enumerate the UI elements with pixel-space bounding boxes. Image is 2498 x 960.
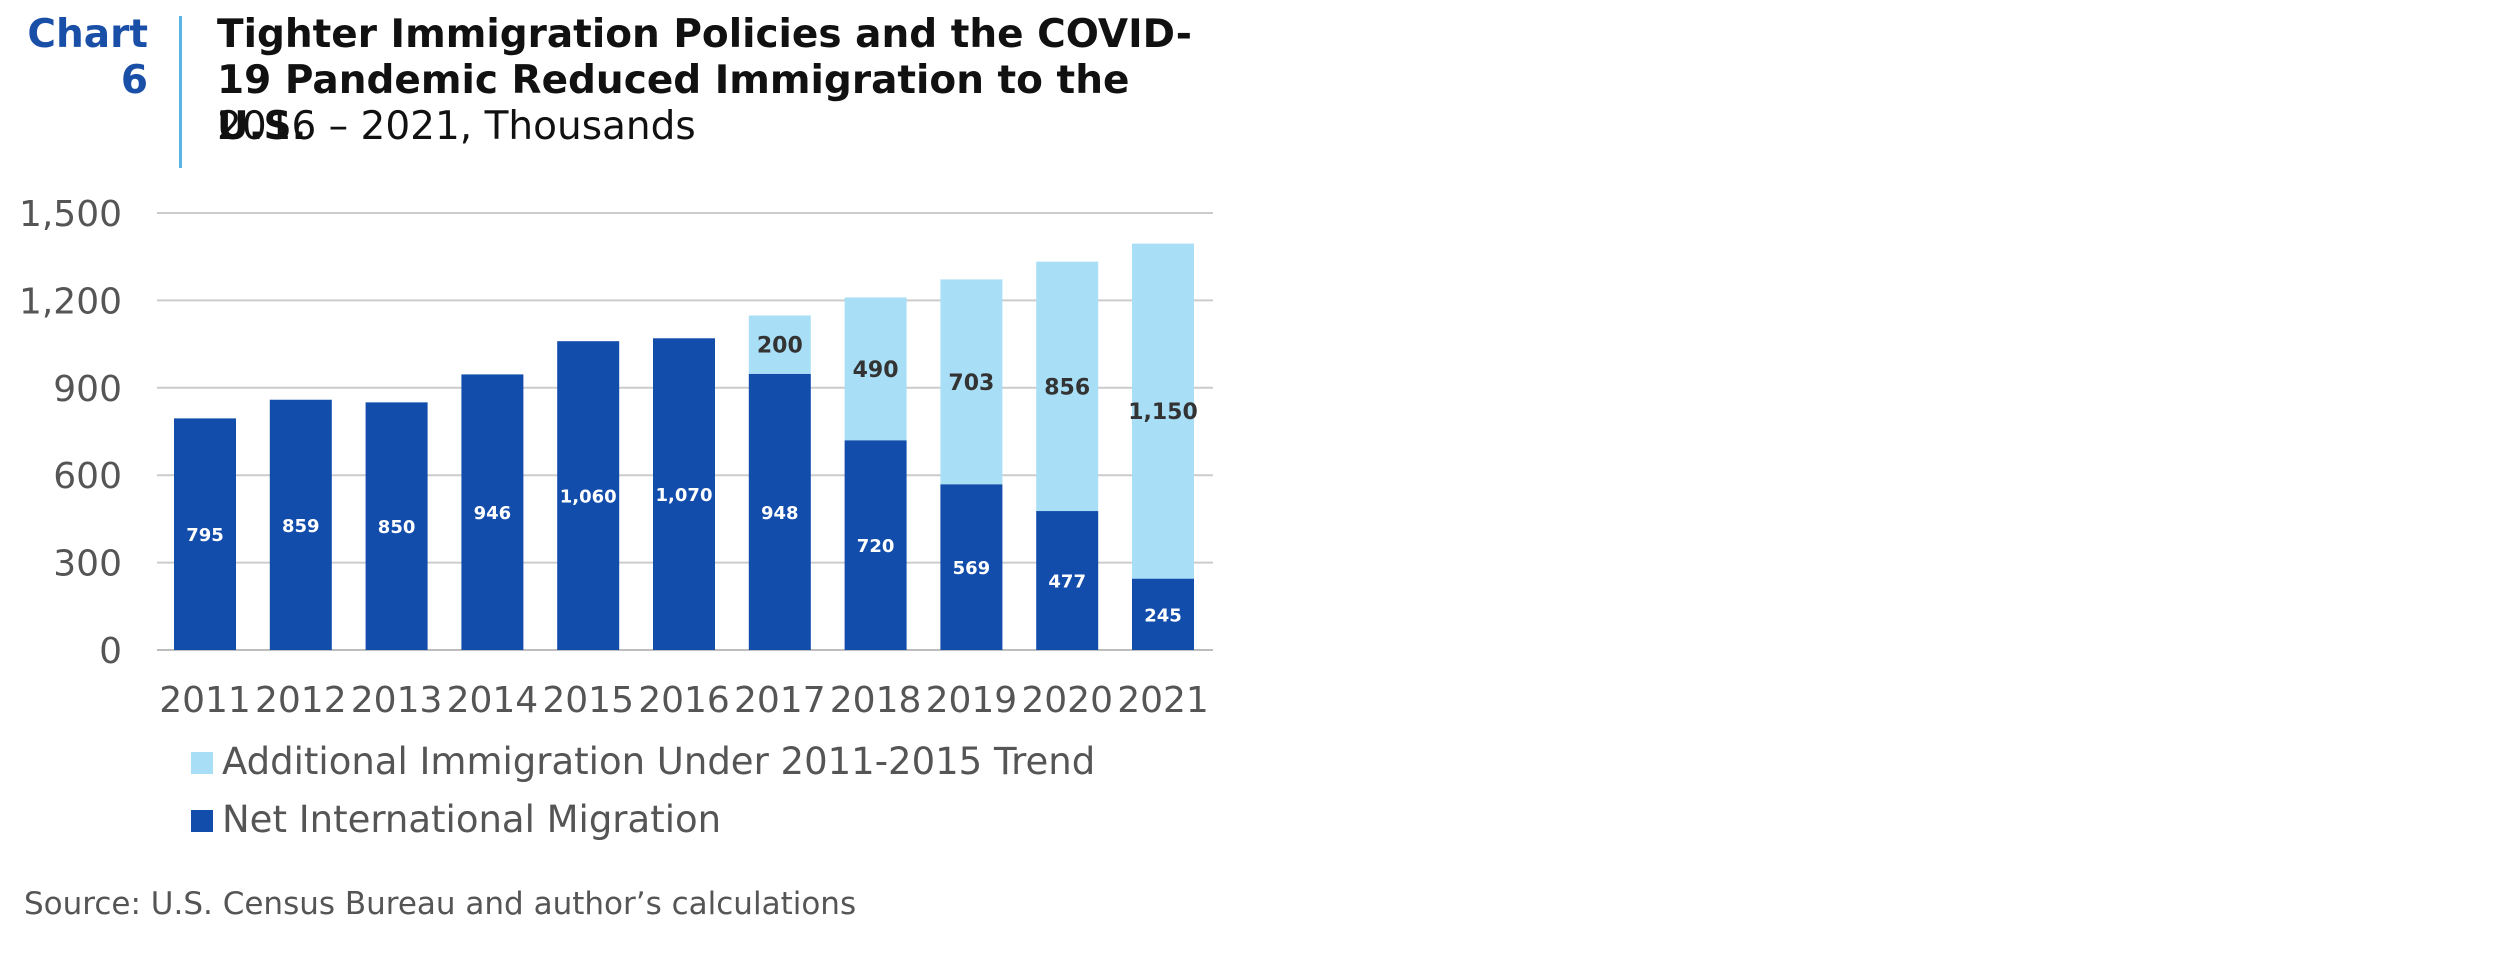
chart-title: Tighter Immigration Policies and the COV… [217, 12, 1192, 149]
bar-net-migration-2015 [557, 341, 620, 650]
bar-additional-2017 [748, 315, 811, 374]
x-axis-tick-labels: 2011 2012 2013 2014 2015 2016 2017 2018 2019 2020… [159, 680, 1209, 721]
data-label-additional-2021: 1,150 [1128, 400, 1198, 425]
bar-net-migration-2019 [940, 484, 1003, 650]
bar-net-migration-2011 [174, 418, 236, 650]
bar-additional-2021 [1132, 243, 1194, 579]
source-note: Source: U.S. Census Bureau and author’s … [24, 886, 857, 922]
data-label-net-migration-2015: 1,060 [560, 487, 617, 508]
y-axis-tick-labels: 0 300 600 900 1,200 1,500 [19, 194, 122, 672]
legend-label-additional: Additional Immigration Under 2011-2015 T… [222, 740, 1096, 783]
bar-additional-2018 [844, 297, 907, 441]
y-tick-label-300: 300 [53, 544, 122, 585]
x-tick-label-2011: 2011 [159, 680, 251, 721]
x-tick-label-2019: 2019 [926, 680, 1018, 721]
header-divider [179, 16, 182, 168]
x-tick-label-2012: 2012 [255, 680, 347, 721]
data-label-net-migration-2011: 795 [186, 525, 224, 546]
bar-additional-2019 [940, 279, 1003, 485]
chart-subtitle: 2016 – 2021, Thousands [217, 104, 696, 149]
bar-net-migration-2021 [1132, 578, 1194, 650]
x-tick-label-2016: 2016 [638, 680, 730, 721]
bar-net-migration-2016 [653, 338, 715, 650]
bar-net-migration-2018 [844, 440, 907, 650]
x-tick-label-2021: 2021 [1117, 680, 1209, 721]
bar-net-migration-2014 [461, 374, 524, 650]
y-tick-label-900: 900 [53, 369, 122, 410]
data-label-net-migration-2013: 850 [378, 517, 416, 538]
chart-number-label: Chart 6 [27, 12, 148, 103]
x-tick-label-2017: 2017 [734, 680, 826, 721]
y-tick-label-1200: 1,200 [19, 281, 122, 322]
legend-swatch-net-migration [191, 810, 213, 832]
data-label-additional-2017: 200 [757, 334, 803, 359]
data-label-additional-2018: 490 [853, 358, 899, 383]
data-label-additional-2020: 856 [1044, 375, 1090, 400]
legend-label-net-migration: Net International Migration [222, 798, 722, 841]
x-tick-label-2018: 2018 [830, 680, 922, 721]
bar-net-migration-2012 [269, 399, 332, 650]
x-tick-label-2013: 2013 [351, 680, 443, 721]
data-label-net-migration-2017: 948 [761, 503, 799, 524]
x-tick-label-2020: 2020 [1021, 680, 1113, 721]
data-label-net-migration-2019: 569 [953, 558, 991, 579]
y-tick-label-0: 0 [99, 631, 122, 672]
bars: 795 859 850 946 1,060 1,070 948 200 720 490 569 703… [174, 243, 1198, 650]
data-label-net-migration-2012: 859 [282, 516, 320, 537]
bar-net-migration-2013 [365, 402, 428, 650]
legend-swatch-additional [191, 752, 213, 774]
data-label-net-migration-2016: 1,070 [656, 485, 713, 506]
x-tick-label-2015: 2015 [542, 680, 634, 721]
data-label-net-migration-2021: 245 [1144, 605, 1182, 626]
data-label-net-migration-2018: 720 [857, 536, 895, 557]
data-label-additional-2019: 703 [948, 371, 994, 396]
data-label-net-migration-2020: 477 [1048, 572, 1086, 593]
bar-net-migration-2017 [748, 373, 811, 650]
y-tick-label-1500: 1,500 [19, 194, 122, 235]
data-label-net-migration-2014: 946 [474, 503, 512, 524]
bar-additional-2020 [1036, 261, 1099, 512]
x-tick-label-2014: 2014 [447, 680, 539, 721]
bar-net-migration-2020 [1036, 511, 1099, 650]
y-tick-label-600: 600 [53, 456, 122, 497]
